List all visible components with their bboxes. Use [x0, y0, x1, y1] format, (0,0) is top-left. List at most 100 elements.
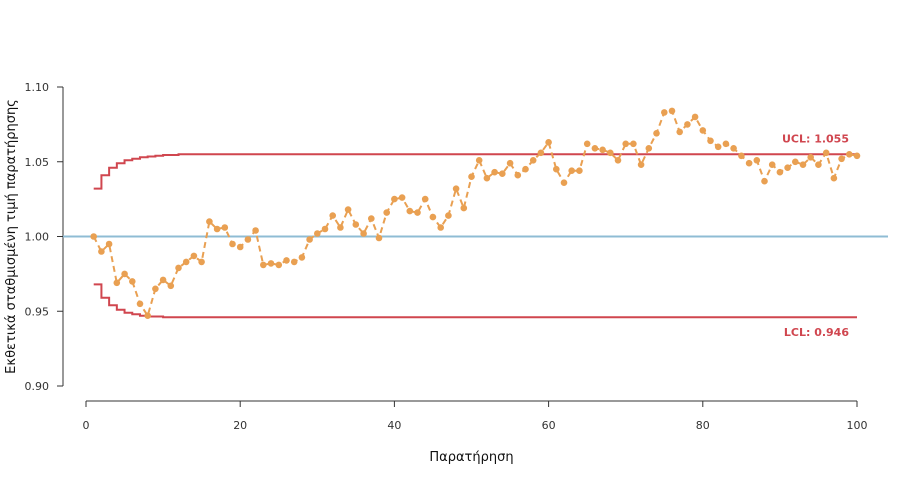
data-point	[614, 157, 622, 164]
data-point	[244, 236, 252, 243]
data-point	[753, 157, 761, 164]
data-point	[637, 161, 645, 168]
data-point	[560, 179, 568, 186]
y-tick-label: 1.10	[25, 81, 50, 94]
series-points	[90, 107, 861, 320]
lcl-label: LCL: 0.946	[784, 326, 849, 339]
y-tick-label: 0.95	[25, 305, 50, 318]
data-point	[460, 204, 468, 212]
data-point	[190, 252, 198, 260]
data-point	[630, 140, 637, 148]
data-point	[622, 140, 629, 148]
data-point	[321, 225, 329, 233]
data-point	[475, 157, 483, 164]
data-point	[383, 209, 391, 216]
data-point	[421, 195, 429, 203]
data-point	[90, 233, 97, 240]
data-point	[583, 140, 591, 148]
data-point	[776, 168, 784, 176]
y-tick-label: 1.00	[25, 231, 50, 244]
data-point	[846, 151, 853, 158]
data-point	[568, 167, 575, 174]
x-tick-label: 40	[387, 419, 401, 432]
data-point	[607, 149, 614, 157]
data-point	[206, 218, 213, 225]
x-tick-label: 0	[83, 419, 90, 432]
data-point	[645, 145, 653, 152]
data-point	[576, 167, 583, 174]
data-point	[290, 258, 298, 266]
data-point	[159, 276, 167, 284]
data-point	[406, 207, 414, 215]
y-axis-title: Εκθετικά σταθμισμένη τιμή παρατήρησης	[4, 99, 19, 374]
data-point	[236, 243, 244, 251]
x-axis-title: Παρατήρηση	[429, 450, 513, 465]
data-point	[298, 254, 306, 261]
data-point	[337, 224, 344, 231]
data-point	[414, 209, 421, 216]
data-point	[167, 282, 175, 290]
lcl-line	[93, 283, 857, 319]
data-point	[260, 261, 267, 269]
data-point	[676, 128, 683, 136]
data-point	[838, 155, 845, 163]
data-point	[344, 206, 352, 213]
ewma-series	[90, 107, 861, 320]
data-point	[738, 152, 745, 160]
data-point	[275, 261, 283, 269]
data-point	[429, 213, 437, 221]
data-point	[445, 212, 452, 219]
data-point	[129, 278, 136, 285]
data-point	[468, 173, 475, 180]
data-point	[853, 152, 861, 160]
x-tick-label: 100	[847, 419, 868, 432]
data-point	[113, 279, 121, 287]
data-point	[213, 225, 221, 233]
data-point	[491, 168, 498, 176]
data-point	[121, 270, 128, 278]
data-point	[745, 159, 753, 167]
chart-axes: 0.90 0.95 1.00 1.05 1.10 0 20 40 60 80 100	[25, 81, 868, 432]
data-point	[545, 139, 552, 146]
data-point	[499, 170, 506, 177]
x-tick-label: 80	[696, 419, 710, 432]
data-point	[591, 145, 599, 152]
y-tick-label: 0.90	[25, 380, 50, 393]
data-point	[105, 240, 113, 248]
series-line	[92, 109, 858, 319]
data-point	[182, 258, 190, 266]
data-point	[691, 113, 699, 121]
data-point	[714, 143, 722, 151]
data-point	[375, 234, 383, 242]
data-point	[136, 300, 144, 308]
data-point	[483, 174, 491, 182]
y-tick-label: 1.05	[25, 156, 50, 169]
data-point	[252, 227, 259, 234]
data-point	[668, 107, 676, 115]
data-point	[398, 194, 406, 201]
data-point	[152, 285, 159, 293]
ucl-label: UCL: 1.055	[782, 132, 849, 145]
data-point	[229, 240, 236, 248]
data-point	[799, 161, 807, 168]
data-point	[553, 165, 560, 173]
data-point	[599, 146, 606, 154]
data-point	[684, 121, 691, 128]
data-point	[452, 185, 460, 192]
data-point	[822, 149, 830, 157]
data-point	[98, 248, 105, 255]
data-point	[221, 224, 229, 231]
data-point	[815, 161, 822, 168]
data-point	[761, 177, 768, 185]
data-point	[506, 159, 514, 167]
data-point	[661, 109, 668, 116]
data-point	[730, 145, 737, 152]
data-point	[792, 158, 799, 166]
data-point	[537, 149, 545, 157]
x-tick-label: 20	[233, 419, 247, 432]
data-point	[283, 257, 290, 264]
data-point	[175, 264, 182, 272]
data-point	[329, 212, 337, 219]
data-point	[522, 165, 529, 173]
